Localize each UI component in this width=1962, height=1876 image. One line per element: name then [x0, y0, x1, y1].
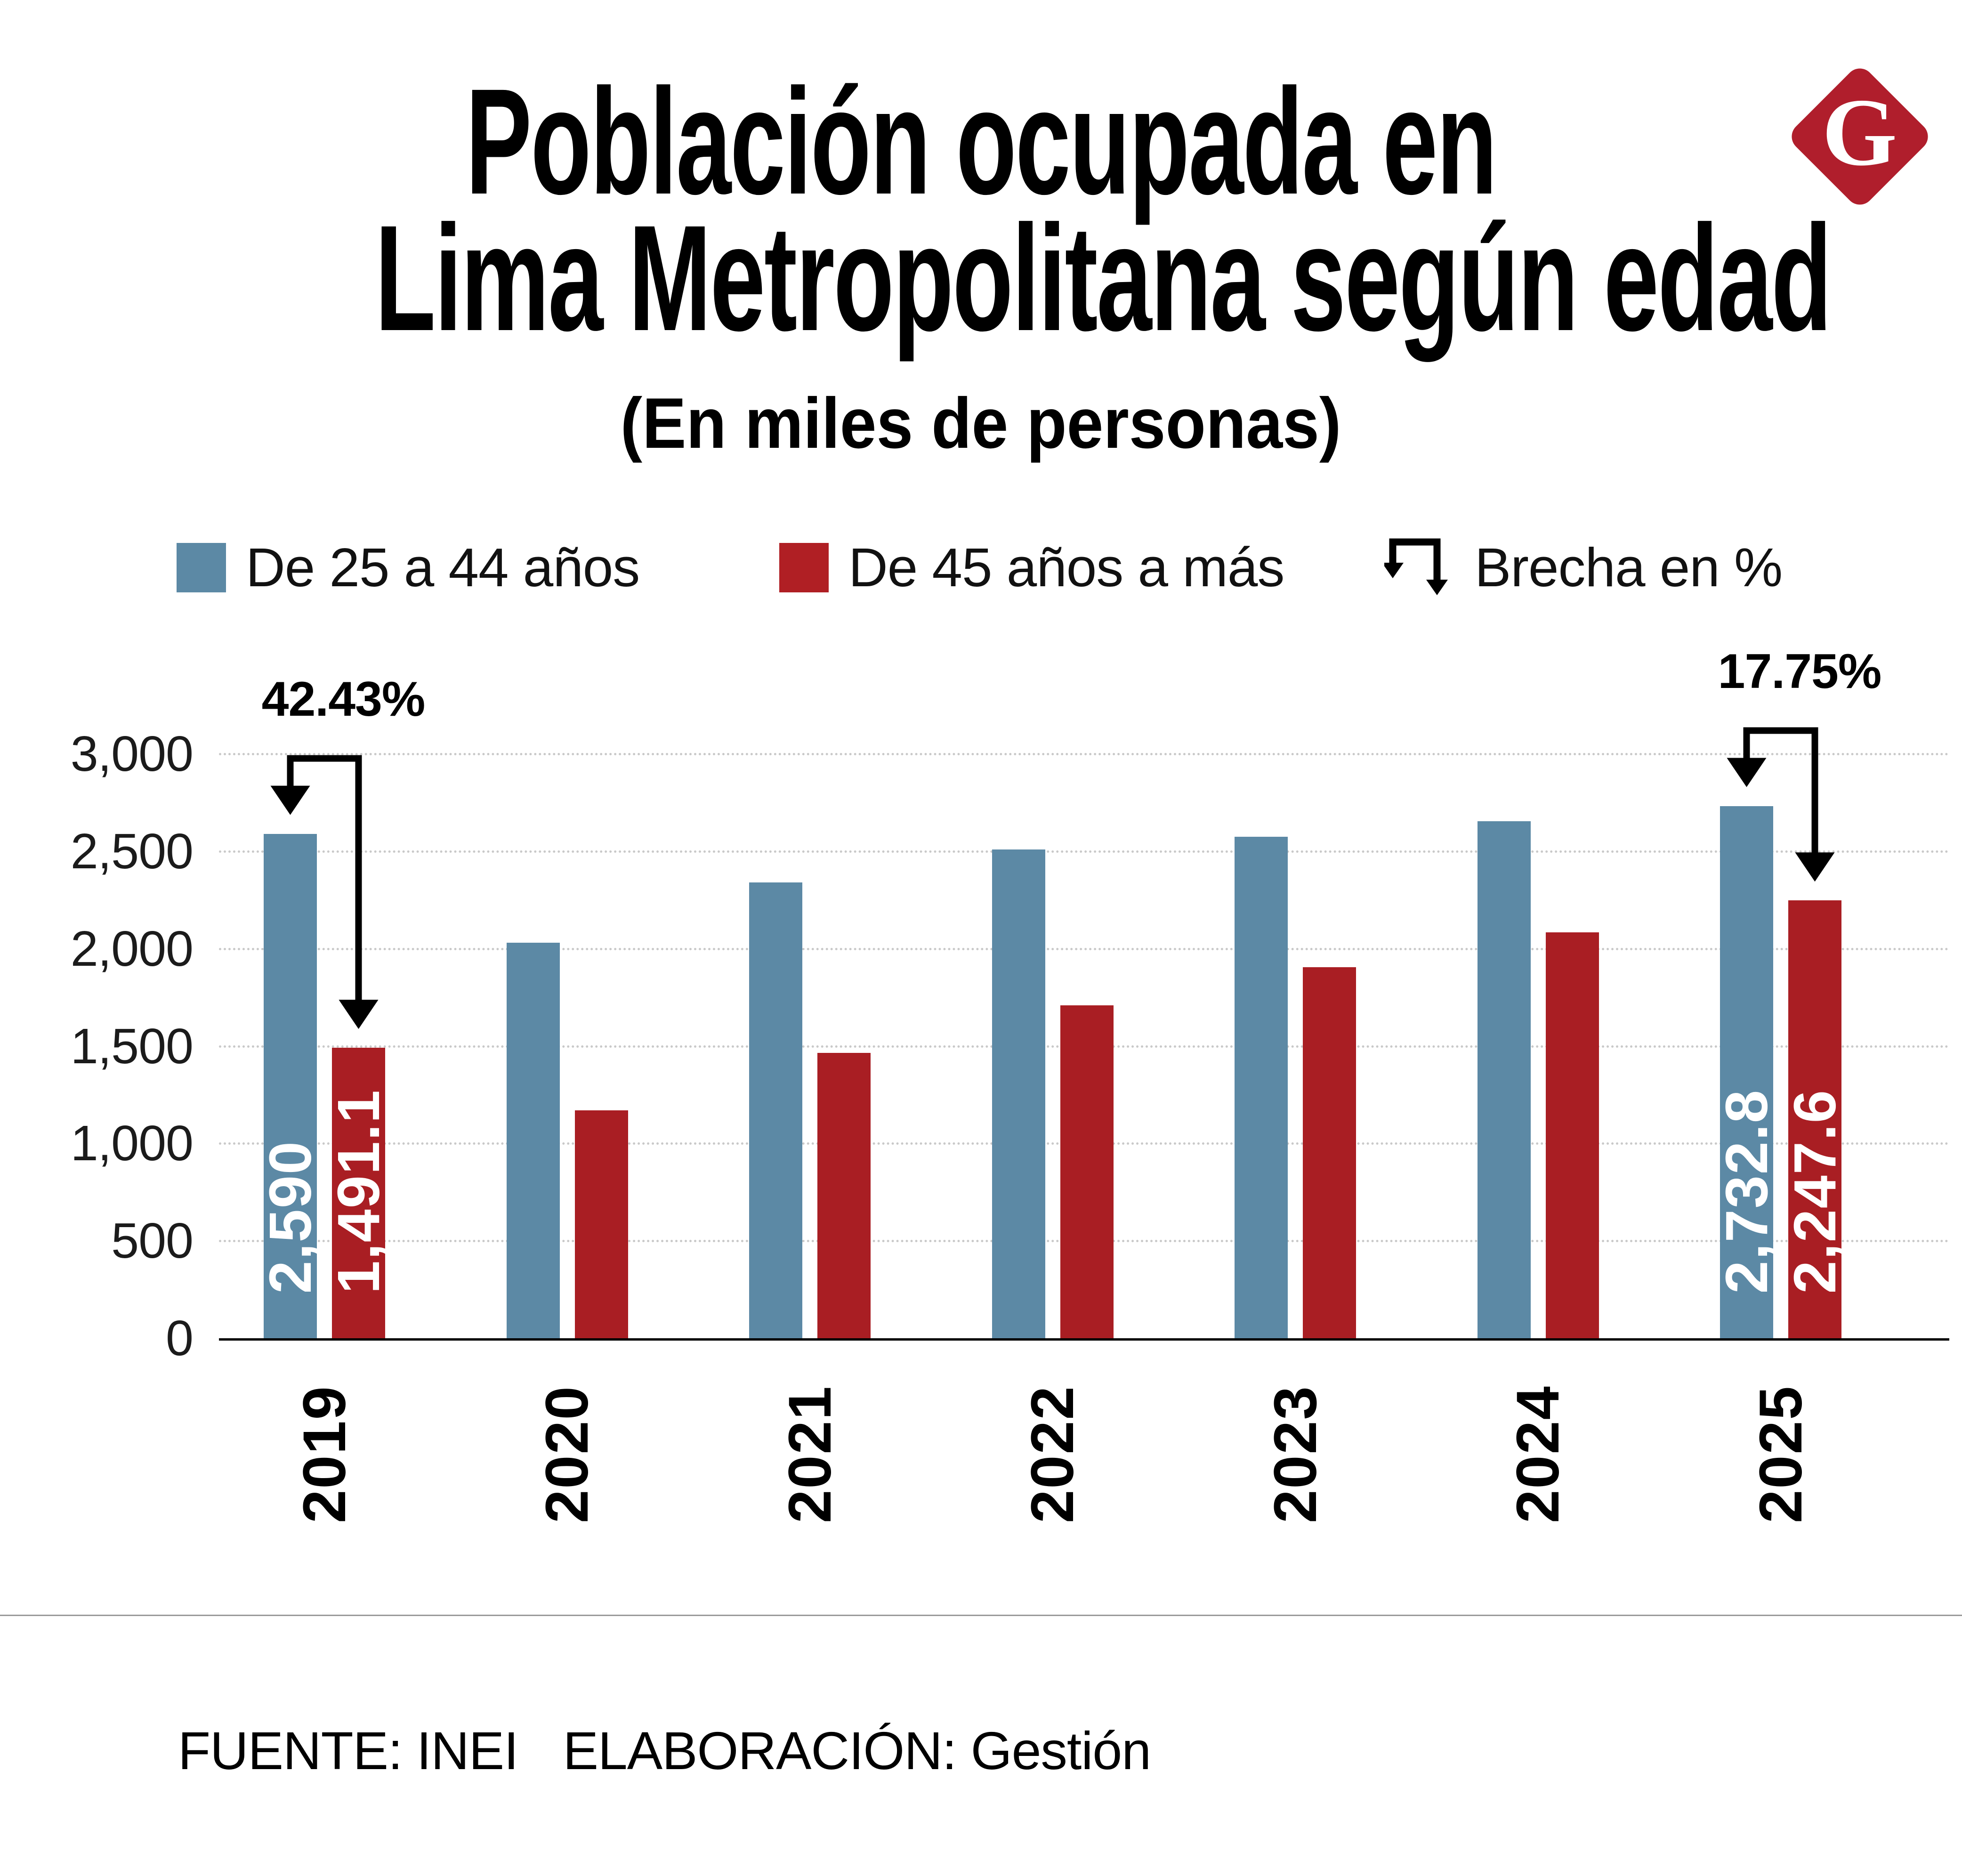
bar-2021-blue: [749, 882, 802, 1338]
x-axis-year-label-2021: 2021: [776, 1385, 844, 1523]
bar-2023-blue: [1235, 836, 1288, 1338]
bar-2024-red: [1545, 932, 1599, 1338]
gridline-2,000: [219, 947, 1949, 950]
legend-label: De 45 años a más: [848, 537, 1284, 598]
footer-source-row: FUENTE: INEI ELABORACIÓN: Gestión: [178, 1718, 1151, 1784]
bar-2019-blue: [264, 833, 317, 1338]
gap-arrows-icon: [1384, 534, 1455, 602]
down-arrow-icon: [1795, 852, 1835, 882]
x-axis-year-label-2023: 2023: [1261, 1385, 1329, 1523]
y-axis-tick-label: 2,500: [70, 823, 194, 879]
y-axis-tick-label: 2,000: [70, 921, 194, 977]
x-axis-year-label-2019: 2019: [291, 1385, 358, 1523]
down-arrow-icon: [270, 785, 310, 815]
y-axis-tick-label: 1,500: [70, 1018, 194, 1074]
bar-2019-red: [332, 1048, 385, 1338]
legend-item-25-44: De 25 a 44 años: [177, 537, 640, 598]
footer-divider: [0, 1615, 1962, 1616]
gridline-3,000: [219, 753, 1949, 755]
x-axis-line: [219, 1338, 1949, 1341]
y-axis-tick-label: 0: [166, 1310, 194, 1366]
x-axis-year-label-2025: 2025: [1747, 1385, 1815, 1523]
down-arrow-icon: [1727, 758, 1767, 787]
legend-label: Brecha en %: [1475, 537, 1783, 598]
legend-swatch-blue: [177, 542, 226, 592]
legend-swatch-red: [779, 542, 829, 592]
source-text: FUENTE: INEI: [178, 1721, 519, 1780]
bar-2022-red: [1060, 1005, 1114, 1338]
page-title-line-2: Lima Metropolitana según edad: [375, 194, 1832, 362]
x-axis-year-label-2022: 2022: [1019, 1385, 1086, 1523]
y-axis-tick-label: 1,000: [70, 1116, 194, 1172]
y-axis-tick-label: 500: [111, 1213, 194, 1269]
gap-percent-label-2019: 42.43%: [261, 671, 426, 727]
bar-2024-blue: [1477, 821, 1531, 1338]
elaboration-text: ELABORACIÓN: Gestión: [563, 1721, 1152, 1780]
page-title-line-1: Población ocupada en: [466, 57, 1497, 226]
chart-subtitle: (En miles de personas): [621, 383, 1341, 463]
gridline-2,500: [219, 850, 1949, 853]
legend-item-brecha: Brecha en %: [1384, 537, 1783, 598]
bar-2025-red: [1788, 900, 1841, 1338]
down-arrow-icon: [339, 1000, 379, 1029]
gap-percent-label-2025: 17.75%: [1718, 644, 1882, 699]
bar-2025-blue: [1720, 806, 1773, 1338]
x-axis-year-label-2020: 2020: [533, 1385, 601, 1523]
legend-item-45-mas: De 45 años a más: [779, 537, 1284, 598]
bar-2023-red: [1303, 967, 1356, 1338]
x-axis-year-label-2024: 2024: [1504, 1385, 1572, 1523]
bar-2020-blue: [506, 943, 560, 1338]
bar-2020-red: [574, 1110, 628, 1338]
y-axis-tick-label: 3,000: [70, 726, 194, 782]
bar-2021-red: [817, 1052, 871, 1338]
legend-label: De 25 a 44 años: [246, 537, 640, 598]
bar-2022-blue: [992, 849, 1045, 1338]
